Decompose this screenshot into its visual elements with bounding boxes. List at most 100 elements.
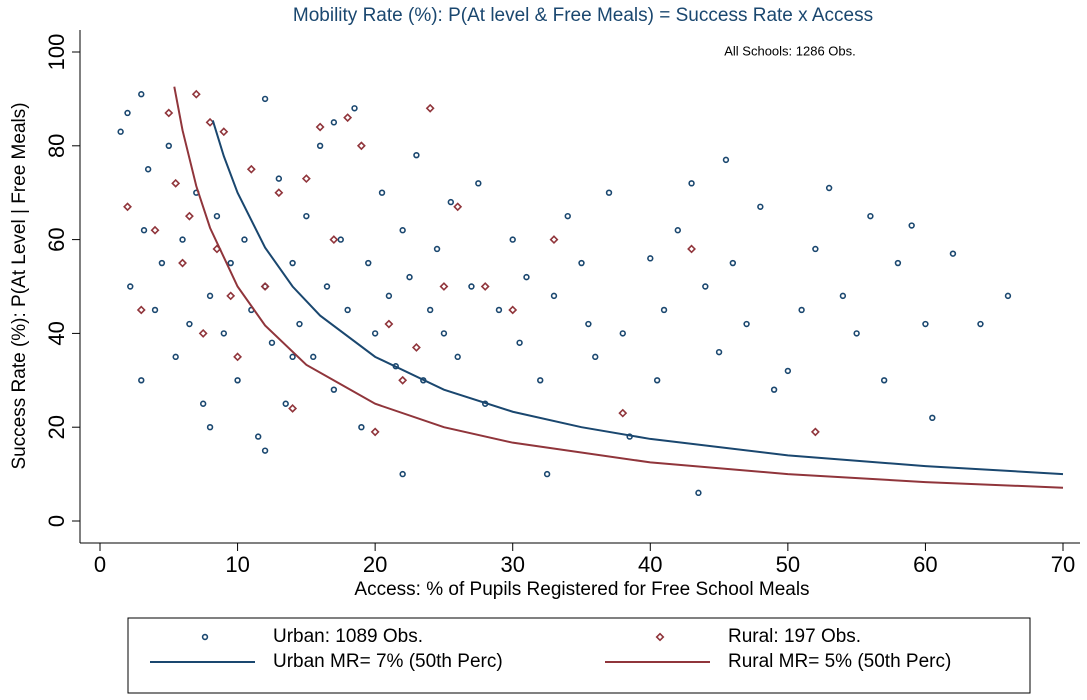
point [757, 203, 764, 210]
point [227, 259, 234, 267]
point [219, 127, 229, 137]
point [384, 319, 394, 329]
point [358, 424, 365, 431]
point [140, 227, 148, 234]
point [770, 386, 778, 393]
point [289, 259, 296, 267]
y-tick-label: 20 [44, 415, 69, 439]
point [198, 328, 208, 338]
point [929, 414, 936, 422]
point [523, 273, 530, 281]
point [398, 375, 408, 385]
x-axis-label: Access: % of Pupils Registered for Free … [354, 579, 809, 600]
y-tick-label: 0 [44, 515, 69, 527]
point [440, 330, 448, 337]
point [158, 259, 166, 267]
point [853, 330, 860, 337]
point [165, 142, 172, 150]
point [439, 282, 449, 291]
legend-label: Rural MR= 5% (50th Perc) [728, 651, 951, 672]
chart-title: Mobility Rate (%): P(At level & Free Mea… [293, 5, 873, 26]
point [288, 404, 298, 413]
point [688, 180, 695, 187]
point [798, 306, 805, 314]
point [839, 292, 847, 300]
point [344, 306, 351, 314]
point [164, 108, 174, 118]
x-tick-label: 40 [638, 552, 662, 577]
x-tick-label: 30 [500, 552, 524, 577]
point [315, 122, 325, 132]
point [172, 353, 179, 361]
point [337, 236, 344, 243]
point [356, 141, 366, 151]
point [206, 424, 214, 431]
point [509, 236, 516, 243]
point [480, 282, 490, 291]
point [184, 211, 194, 221]
point [618, 408, 628, 418]
point [453, 202, 463, 212]
y-tick-label: 40 [44, 321, 69, 345]
point [330, 119, 338, 126]
point [411, 343, 421, 352]
point [220, 330, 228, 337]
point [199, 400, 207, 407]
point [296, 320, 303, 328]
point [543, 470, 551, 478]
point [647, 255, 654, 262]
point [316, 142, 324, 150]
point [138, 91, 145, 98]
x-tick-label: 0 [94, 552, 106, 577]
point [241, 236, 248, 243]
legend-marker [655, 632, 665, 642]
point [425, 103, 435, 113]
point [475, 180, 482, 187]
point [949, 250, 957, 257]
point [687, 244, 696, 254]
point [310, 353, 317, 361]
x-tick-label: 20 [363, 552, 387, 577]
point [549, 235, 559, 245]
point [343, 113, 353, 123]
y-tick-label: 80 [44, 134, 69, 158]
point [468, 283, 475, 290]
point [260, 282, 270, 291]
point [399, 470, 406, 478]
fit-line [211, 120, 1064, 476]
y-tick-label: 100 [44, 34, 69, 71]
point [413, 151, 420, 159]
point [255, 433, 262, 440]
point [151, 306, 159, 314]
legend-label: Urban: 1089 Obs. [273, 626, 423, 647]
y-axis-label: Success Rate (%): P(At Level | Free Meal… [9, 102, 30, 469]
point [127, 283, 134, 290]
point [138, 377, 145, 384]
point [274, 188, 284, 198]
point [289, 353, 296, 361]
point [702, 283, 709, 290]
point [370, 427, 380, 437]
point [226, 291, 236, 301]
y-tick-label: 60 [44, 227, 69, 251]
point [191, 89, 201, 99]
point [234, 377, 241, 384]
point [178, 258, 187, 268]
point [150, 225, 160, 235]
point [867, 212, 874, 220]
point [784, 367, 792, 375]
point [351, 105, 358, 112]
point [268, 339, 276, 346]
point [537, 377, 544, 384]
point [371, 330, 379, 337]
point [282, 400, 289, 407]
point [880, 377, 888, 384]
x-tick-label: 70 [1051, 552, 1075, 577]
point [275, 175, 283, 182]
point [743, 320, 750, 328]
point [660, 306, 668, 314]
point [378, 189, 386, 196]
point [365, 259, 372, 267]
